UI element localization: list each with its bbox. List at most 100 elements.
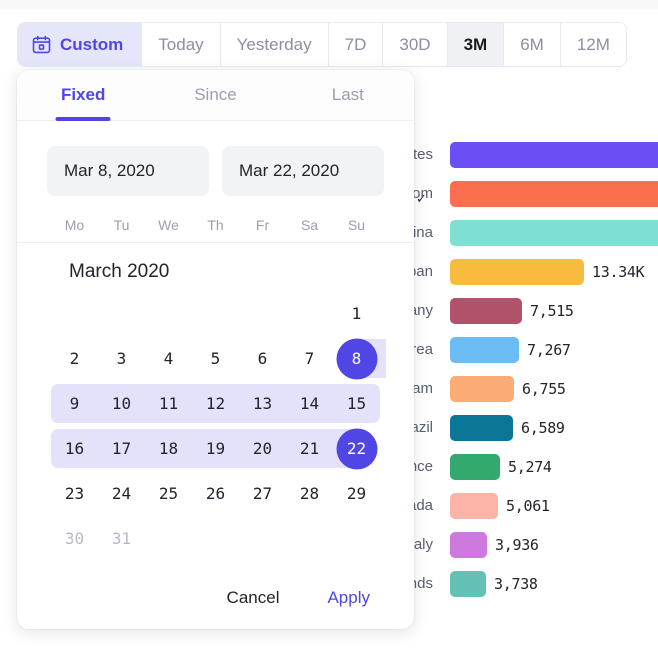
date-range-selector[interactable]: Custom Today Yesterday 7D 30D 3M 6M 12M [17, 22, 627, 67]
calendar-day[interactable]: 13 [233, 381, 292, 426]
calendar-day[interactable]: 10 [92, 381, 151, 426]
calendar-day-empty [145, 516, 192, 561]
calendar-day[interactable]: 19 [186, 426, 245, 471]
calendar-day[interactable]: 18 [139, 426, 198, 471]
calendar-day[interactable]: 16 [51, 426, 104, 471]
calendar-day-empty [239, 291, 286, 336]
bar-value-label: 3,936 [495, 536, 539, 554]
calendar-day[interactable]: 7 [286, 336, 333, 381]
calendar-day[interactable]: 5 [192, 336, 239, 381]
weekday-mo: Mo [64, 217, 85, 233]
calendar-day-empty [98, 291, 145, 336]
calendar-day[interactable]: 1 [333, 291, 380, 336]
bar-value-label: 5,274 [508, 458, 552, 476]
range-segment-3m[interactable]: 3M [447, 23, 505, 66]
bar-track [450, 376, 514, 402]
calendar-day[interactable]: 21 [280, 426, 339, 471]
range-segment-yesterday[interactable]: Yesterday [220, 23, 329, 66]
range-segment-6m[interactable]: 6M [504, 23, 561, 66]
calendar-day[interactable]: 27 [239, 471, 286, 516]
calendar-day-number: 8 [351, 348, 362, 368]
calendar-day[interactable]: 20 [233, 426, 292, 471]
calendar-day-empty [192, 291, 239, 336]
calendar-day-number: 13 [252, 393, 273, 413]
calendar-day-empty [286, 291, 333, 336]
bar-fill[interactable] [450, 493, 498, 519]
calendar-day[interactable]: 4 [145, 336, 192, 381]
bar-fill[interactable] [450, 454, 500, 480]
calendar-day[interactable]: 29 [333, 471, 380, 516]
calendar-day[interactable]: 26 [192, 471, 239, 516]
calendar-day-number: 9 [69, 393, 80, 413]
bar-fill[interactable] [450, 181, 658, 207]
bar-fill[interactable] [450, 571, 486, 597]
bar-track [450, 220, 658, 246]
range-segment-12m[interactable]: 12M [560, 23, 626, 66]
cancel-button[interactable]: Cancel [221, 587, 286, 609]
calendar-day[interactable]: 24 [98, 471, 145, 516]
range-segment-custom[interactable]: Custom [18, 23, 143, 66]
calendar-day[interactable]: 31 [98, 516, 145, 561]
calendar-day[interactable]: 17 [92, 426, 151, 471]
bar-track [450, 415, 513, 441]
calendar-day[interactable]: 8 [333, 336, 386, 381]
tab-last[interactable]: Last [282, 70, 414, 120]
tab-since[interactable]: Since [149, 70, 281, 120]
calendar-day[interactable]: 2 [51, 336, 98, 381]
calendar-day[interactable]: 3 [98, 336, 145, 381]
tab-fixed[interactable]: Fixed [17, 70, 149, 120]
weekday-su: Su [347, 217, 366, 233]
calendar-day[interactable]: 25 [145, 471, 192, 516]
bar-fill[interactable] [450, 298, 522, 324]
bar-fill[interactable] [450, 142, 658, 168]
range-segment-today[interactable]: Today [142, 23, 221, 66]
calendar-day[interactable]: 6 [239, 336, 286, 381]
end-date-input[interactable]: Mar 22, 2020 [222, 146, 384, 196]
calendar-day[interactable]: 28 [286, 471, 333, 516]
range-segment-custom-label: Custom [60, 34, 124, 54]
calendar-day[interactable]: 30 [51, 516, 98, 561]
calendar-day-number: 18 [158, 438, 179, 458]
sort-check-icon: ✓ [416, 191, 427, 206]
apply-button[interactable]: Apply [321, 587, 376, 609]
bar-fill[interactable] [450, 337, 519, 363]
calendar-day-number: 27 [252, 483, 273, 503]
calendar-day-number: 30 [64, 528, 85, 548]
calendar-day[interactable]: 23 [51, 471, 98, 516]
start-date-input[interactable]: Mar 8, 2020 [47, 146, 209, 196]
bar-value-label: 6,755 [522, 380, 566, 398]
calendar-day-number: 4 [163, 348, 174, 368]
bar-track [450, 298, 522, 324]
calendar-day[interactable]: 15 [327, 381, 380, 426]
calendar-day-number: 31 [111, 528, 132, 548]
range-segment-7d[interactable]: 7D [328, 23, 384, 66]
bar-track [450, 181, 658, 207]
range-segment-30d-label: 30D [399, 34, 431, 54]
calendar-day-number: 1 [351, 303, 362, 323]
calendar-day[interactable]: 9 [51, 381, 104, 426]
calendar-day-number: 11 [158, 393, 179, 413]
calendar-day[interactable]: 14 [280, 381, 339, 426]
bar-value-label: 7,515 [530, 302, 574, 320]
calendar-day[interactable]: 12 [186, 381, 245, 426]
bar-fill[interactable] [450, 532, 487, 558]
range-segment-30d[interactable]: 30D [383, 23, 448, 66]
bar-fill[interactable] [450, 259, 584, 285]
bar-fill[interactable] [450, 376, 514, 402]
calendar-day-number: 20 [252, 438, 273, 458]
calendar-day-number: 26 [205, 483, 226, 503]
bar-fill[interactable] [450, 415, 513, 441]
calendar-day-number: 22 [346, 438, 367, 458]
calendar-day-number: 7 [304, 348, 315, 368]
end-date-value: Mar 22, 2020 [239, 161, 340, 180]
weekday-sa: Sa [300, 217, 319, 233]
bar-value-label: 6,589 [521, 419, 565, 437]
tab-since-label: Since [194, 85, 237, 104]
date-picker-popup: Fixed Since Last Mar 8, 2020 Mar 22, 202… [17, 70, 414, 629]
calendar-day-number: 10 [111, 393, 132, 413]
bar-fill[interactable] [450, 220, 658, 246]
calendar-day-number: 14 [299, 393, 320, 413]
calendar-day-empty [239, 516, 286, 561]
calendar-day[interactable]: 22 [327, 426, 380, 471]
calendar-day[interactable]: 11 [139, 381, 198, 426]
